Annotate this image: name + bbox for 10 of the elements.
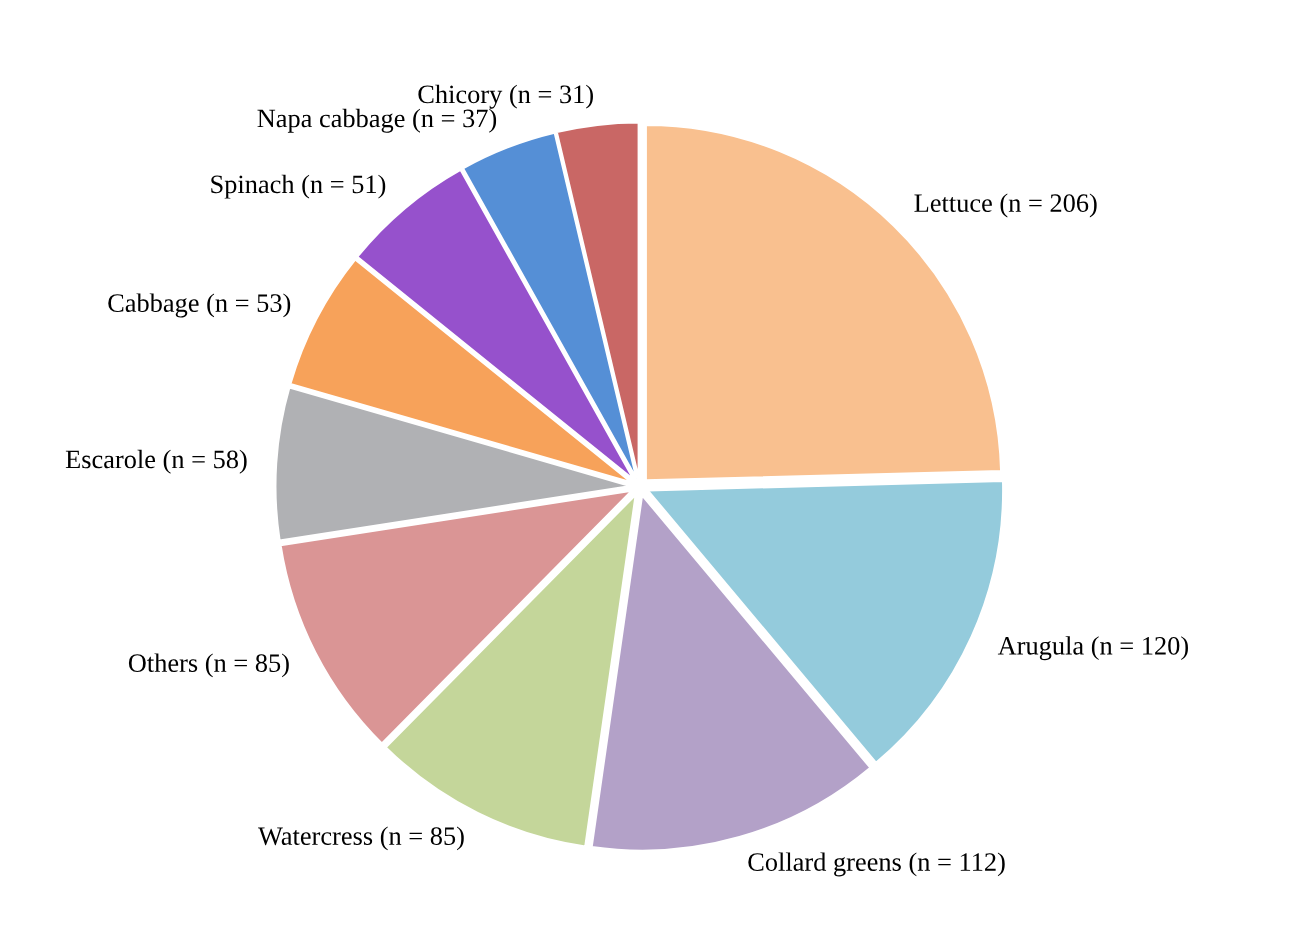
slice-label: Others (n = 85) bbox=[128, 653, 289, 678]
slice-label: Lettuce (n = 206) bbox=[914, 193, 1097, 218]
slice-label: Cabbage (n = 53) bbox=[108, 293, 291, 318]
slice-label: Napa cabbage (n = 37) bbox=[257, 108, 497, 133]
slice-label: Chicory (n = 31) bbox=[418, 84, 593, 109]
slice-label: Collard greens (n = 112) bbox=[748, 852, 1005, 877]
slice-label: Escarole (n = 58) bbox=[65, 449, 247, 474]
slice-label: Spinach (n = 51) bbox=[211, 174, 386, 199]
slice-label: Watercress (n = 85) bbox=[258, 826, 464, 851]
slice-label: Arugula (n = 120) bbox=[997, 636, 1188, 661]
